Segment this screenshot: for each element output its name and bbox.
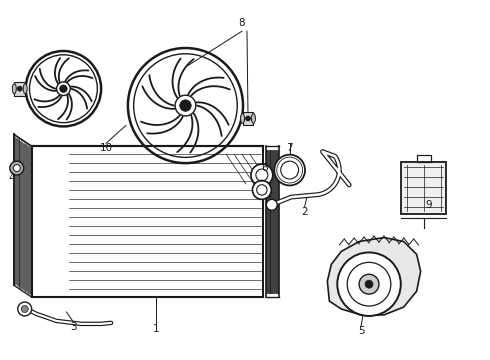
Ellipse shape	[12, 84, 16, 94]
Circle shape	[18, 302, 32, 316]
Text: 4: 4	[8, 173, 15, 183]
Circle shape	[175, 95, 196, 116]
Circle shape	[365, 280, 373, 288]
Circle shape	[274, 155, 305, 185]
Text: 8: 8	[239, 18, 245, 28]
Circle shape	[10, 161, 24, 175]
Bar	[401, 162, 446, 214]
Text: 1: 1	[152, 324, 159, 334]
Ellipse shape	[241, 113, 245, 123]
Circle shape	[251, 164, 273, 186]
Ellipse shape	[251, 113, 255, 123]
Text: 9: 9	[425, 200, 432, 210]
Bar	[243, 112, 253, 125]
Ellipse shape	[23, 84, 27, 94]
Circle shape	[267, 199, 277, 210]
Circle shape	[245, 116, 250, 121]
Circle shape	[60, 85, 67, 93]
Circle shape	[180, 100, 191, 111]
Text: 2: 2	[301, 207, 308, 217]
Text: 5: 5	[358, 326, 365, 336]
Polygon shape	[327, 238, 420, 315]
Circle shape	[21, 306, 28, 312]
Circle shape	[359, 274, 379, 294]
Text: 10: 10	[99, 143, 113, 153]
Bar	[14, 82, 25, 96]
Circle shape	[17, 86, 22, 91]
Circle shape	[13, 165, 20, 172]
Bar	[416, 155, 431, 162]
Circle shape	[337, 252, 401, 316]
Text: 3: 3	[70, 322, 76, 332]
Text: 6: 6	[262, 163, 268, 173]
Circle shape	[252, 180, 271, 199]
Text: 7: 7	[286, 143, 293, 153]
Circle shape	[57, 82, 70, 95]
